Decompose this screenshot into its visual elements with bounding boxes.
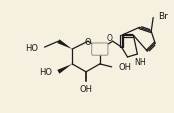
Text: NH: NH (135, 58, 146, 67)
Text: Apo: Apo (94, 47, 105, 52)
Text: O: O (85, 37, 91, 46)
Text: Br: Br (158, 12, 168, 21)
Polygon shape (57, 40, 72, 50)
Text: OH: OH (119, 63, 132, 72)
Text: HO: HO (39, 68, 52, 77)
Text: O: O (107, 33, 113, 42)
FancyBboxPatch shape (92, 44, 108, 56)
Text: OH: OH (80, 84, 93, 93)
Text: HO: HO (26, 43, 39, 52)
Polygon shape (57, 64, 72, 74)
